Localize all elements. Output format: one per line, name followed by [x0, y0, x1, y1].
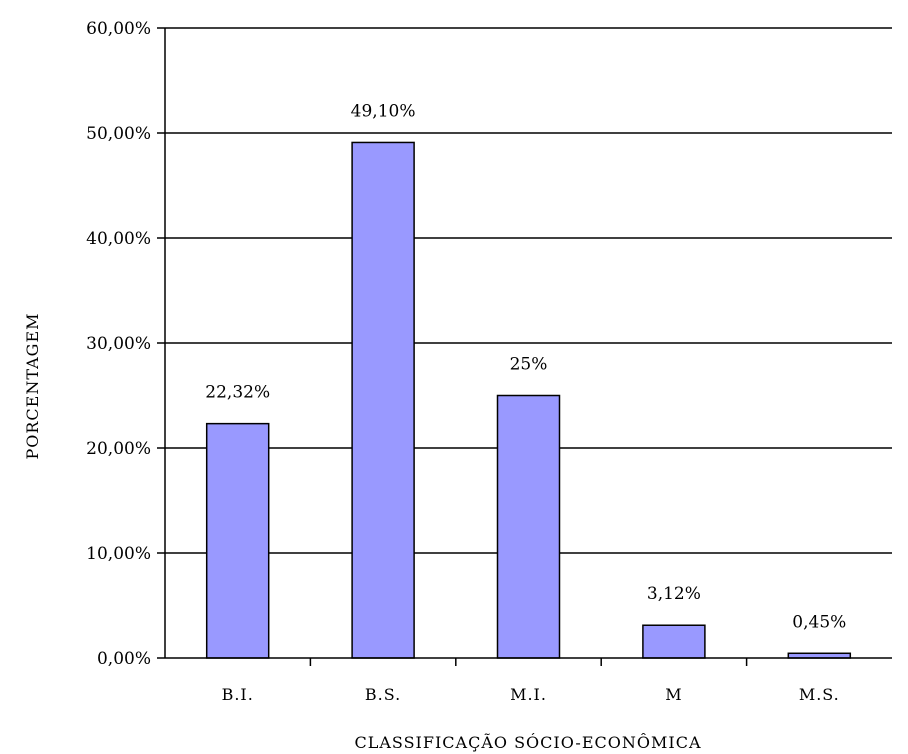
gridlines: [165, 27, 892, 554]
data-label: 25%: [510, 355, 548, 375]
y-tick-label: 30,00%: [86, 334, 151, 354]
x-tick-label: M.S.: [799, 685, 840, 704]
x-tick-label: M: [665, 685, 682, 704]
bar-mi: [496, 394, 561, 659]
data-label: 49,10%: [351, 101, 416, 121]
y-tick-label: 40,00%: [86, 229, 151, 249]
x-tick-label: M.I.: [510, 685, 547, 704]
x-tick-label: B.I.: [222, 685, 254, 704]
y-tick-label: 50,00%: [86, 124, 151, 144]
data-label: 0,45%: [792, 612, 846, 632]
bars: [205, 141, 852, 659]
data-label: 3,12%: [647, 584, 701, 604]
axes: [157, 27, 892, 666]
x-axis-title: CLASSIFICAÇÃO SÓCIO-ECONÔMICA: [354, 732, 701, 752]
bar-m: [642, 624, 706, 659]
y-tick-label: 20,00%: [86, 439, 151, 459]
data-label: 22,32%: [205, 383, 270, 403]
y-tick-label: 10,00%: [86, 544, 151, 564]
bar-bi: [205, 422, 270, 659]
bar-bs: [351, 141, 415, 659]
x-tick-label: B.S.: [365, 685, 401, 704]
y-tick-label: 60,00%: [86, 19, 151, 39]
y-tick-label: 0,00%: [97, 649, 151, 669]
y-axis-title: PORCENTAGEM: [23, 312, 42, 459]
labels: 0,00% 10,00% 20,00% 30,00% 40,00% 50,00% 60,00…: [86, 19, 846, 704]
